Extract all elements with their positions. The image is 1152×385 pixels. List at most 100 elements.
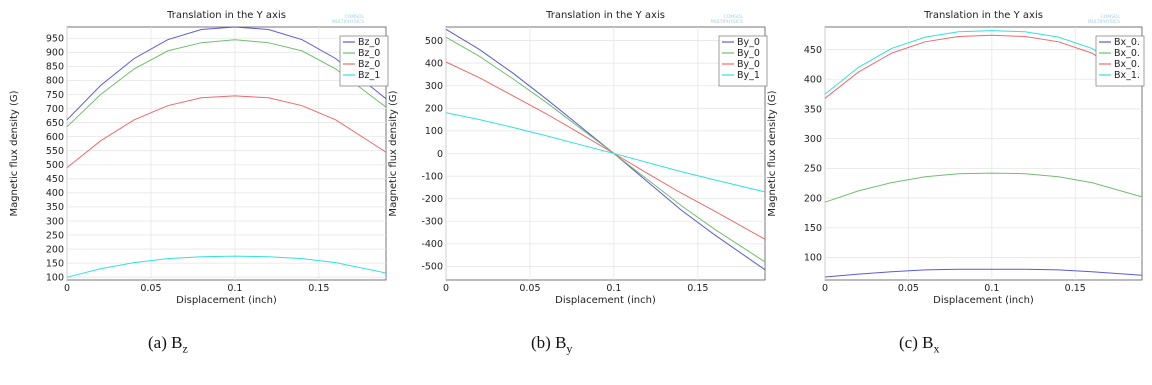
y-tick-label: 200 xyxy=(425,104,443,115)
panel-c: Translation in the Y axis 0 0.05 0.1 0.15 10… xyxy=(767,10,1145,306)
y-tick-label: 350 xyxy=(46,202,64,213)
series-line xyxy=(66,255,387,278)
y-tick-label: 100 xyxy=(804,253,822,264)
series-line xyxy=(445,28,766,271)
y-tick-label: 800 xyxy=(46,76,64,87)
series-line xyxy=(445,112,766,193)
y-tick-label: -100 xyxy=(421,171,443,182)
y-tick-label: 500 xyxy=(46,160,64,171)
y-axis-label: Magnetic flux density (G) xyxy=(767,90,778,216)
x-tick-label: 0.15 xyxy=(1065,283,1086,294)
caption-c: (c) Bx xyxy=(899,333,940,356)
tick-labels: 0 0.05 0.1 0.15 100 150 200 250 300 350 400 450 500 5… xyxy=(46,34,330,294)
y-tick-label: 900 xyxy=(46,48,64,59)
y-axis-label: Magnetic flux density (G) xyxy=(388,90,399,216)
legend-label: Bz_0 xyxy=(358,37,380,48)
plot-area xyxy=(66,26,387,281)
grid xyxy=(824,27,1142,280)
panel-a: Translation in the Y axis 0 0.05 0.1 0.15 10… xyxy=(9,10,389,306)
caption-a: (a) Bz xyxy=(148,333,188,356)
x-tick-label: 0.15 xyxy=(308,283,329,294)
y-tick-label: 150 xyxy=(804,223,822,234)
x-tick-label: 0.1 xyxy=(606,283,621,294)
legend: By_0By_0By_0By_1 xyxy=(718,35,768,87)
svg-text:MULTIPHYSICS: MULTIPHYSICS xyxy=(1088,19,1120,25)
x-tick-label: 0 xyxy=(822,283,828,294)
x-tick-label: 0 xyxy=(443,283,449,294)
legend-label: Bx_0. xyxy=(1114,59,1140,70)
series-line xyxy=(445,61,766,240)
series-lines xyxy=(824,30,1143,278)
y-tick-label: 100 xyxy=(46,272,64,283)
plot-area xyxy=(824,26,1143,281)
x-tick-label: 0.15 xyxy=(687,283,708,294)
y-tick-label: -500 xyxy=(421,262,443,273)
series-line xyxy=(824,34,1143,99)
y-tick-label: 400 xyxy=(804,75,822,86)
legend-label: By_0 xyxy=(737,37,760,48)
y-tick-label: 300 xyxy=(804,134,822,145)
y-tick-label: 600 xyxy=(46,132,64,143)
chart-title: Translation in the Y axis xyxy=(923,10,1043,21)
y-tick-label: 400 xyxy=(425,58,443,69)
legend-box xyxy=(1095,35,1145,87)
x-tick-label: 0 xyxy=(64,283,70,294)
series-lines xyxy=(66,26,387,278)
y-tick-label: 700 xyxy=(46,104,64,115)
y-tick-label: 300 xyxy=(46,216,64,227)
y-tick-label: 450 xyxy=(46,174,64,185)
svg-text:COMSOL: COMSOL xyxy=(345,14,365,20)
legend-label: By_1 xyxy=(737,70,760,81)
series-line xyxy=(66,26,387,121)
legend-label: Bx_0. xyxy=(1114,37,1140,48)
y-tick-label: 650 xyxy=(46,118,64,129)
legend-box xyxy=(339,35,389,87)
x-tick-label: 0.1 xyxy=(227,283,242,294)
grid xyxy=(66,27,386,280)
y-tick-label: -300 xyxy=(421,217,443,228)
tick-labels: 0 0.05 0.1 0.15 100 150 200 250 300 350 400 450 xyxy=(804,45,1086,294)
y-tick-label: 950 xyxy=(46,34,64,45)
caption-b: (b) By xyxy=(531,333,573,356)
y-tick-label: 200 xyxy=(804,193,822,204)
chart-title: Translation in the Y axis xyxy=(166,10,286,21)
chart-title: Translation in the Y axis xyxy=(545,10,665,21)
y-tick-label: 350 xyxy=(804,104,822,115)
legend-label: Bx_0. xyxy=(1114,48,1140,59)
y-tick-label: -400 xyxy=(421,239,443,250)
series-line xyxy=(824,172,1143,203)
legend-label: By_0 xyxy=(737,59,760,70)
x-axis-label: Displacement (inch) xyxy=(176,295,277,306)
legend: Bz_0Bz_0Bz_0Bz_1 xyxy=(339,35,389,87)
series-lines xyxy=(445,28,766,271)
series-line xyxy=(824,30,1143,95)
y-tick-label: 100 xyxy=(425,126,443,137)
y-tick-label: 250 xyxy=(46,230,64,241)
x-axis-label: Displacement (inch) xyxy=(555,295,656,306)
svg-text:MULTIPHYSICS: MULTIPHYSICS xyxy=(332,19,364,25)
y-tick-label: 150 xyxy=(46,258,64,269)
x-tick-label: 0.05 xyxy=(519,283,540,294)
svg-text:COMSOL: COMSOL xyxy=(1101,14,1121,20)
series-line xyxy=(66,39,387,128)
series-line xyxy=(824,268,1143,278)
legend-box xyxy=(718,35,768,87)
y-tick-label: 250 xyxy=(804,164,822,175)
y-tick-label: 200 xyxy=(46,244,64,255)
series-line xyxy=(66,95,387,168)
series-line xyxy=(445,36,766,263)
legend-label: Bx_1. xyxy=(1114,70,1140,81)
svg-text:MULTIPHYSICS: MULTIPHYSICS xyxy=(711,19,743,25)
legend-label: Bz_0 xyxy=(358,59,380,70)
y-tick-label: 500 xyxy=(425,36,443,47)
tick-labels: 0 0.05 0.1 0.15 -500 -400 -300 -200 -100 0 100 200 3… xyxy=(421,36,708,294)
y-tick-label: 850 xyxy=(46,62,64,73)
y-axis-label: Magnetic flux density (G) xyxy=(9,90,20,216)
svg-text:COMSOL: COMSOL xyxy=(724,14,744,20)
x-axis-label: Displacement (inch) xyxy=(933,295,1034,306)
x-tick-label: 0.05 xyxy=(140,283,161,294)
